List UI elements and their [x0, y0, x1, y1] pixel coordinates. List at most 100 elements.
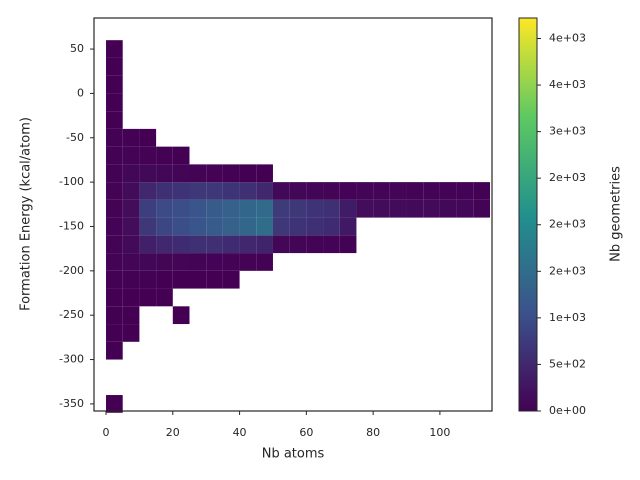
hist-cell: [123, 22, 140, 40]
hist-cell: [290, 324, 307, 342]
hist-cell: [106, 324, 123, 342]
colorbar-tick-label: 3e+03: [549, 125, 586, 138]
colorbar-label: Nb geometries: [609, 166, 624, 262]
hist-cell: [173, 377, 190, 395]
hist-cell: [173, 360, 190, 378]
hist-cell: [223, 306, 240, 324]
hist-cell: [122, 288, 140, 307]
hist-cell: [407, 377, 424, 395]
hist-cell: [172, 199, 190, 218]
hist-cell: [423, 289, 440, 307]
hist-cell: [340, 271, 357, 289]
hist-cell: [290, 289, 307, 307]
hist-cell: [223, 58, 240, 76]
hist-cell: [172, 146, 190, 165]
hist-cell: [240, 111, 257, 129]
hist-cell: [457, 76, 474, 94]
hist-cell: [156, 129, 173, 147]
hist-cell: [440, 22, 457, 40]
hist-cell: [340, 306, 357, 324]
hist-cell: [189, 235, 207, 254]
hist-cell: [356, 377, 373, 395]
hist-cell: [407, 289, 424, 307]
hist-cell: [106, 341, 123, 360]
hist-cell: [206, 253, 223, 271]
hist-cell: [323, 93, 340, 111]
hist-cell: [172, 164, 190, 183]
hist-cell: [339, 235, 357, 254]
hist-cell: [156, 164, 173, 183]
hist-cell: [389, 182, 407, 200]
y-tick-label: -150: [59, 219, 84, 232]
hist-cell: [139, 199, 157, 218]
hist-cell: [240, 40, 257, 58]
hist-cell: [106, 288, 123, 307]
hist-cell: [306, 342, 323, 360]
hist-cell: [156, 288, 173, 307]
x-tick-label: 100: [429, 426, 450, 439]
hist-cell: [323, 377, 340, 395]
hist-cell: [339, 217, 357, 236]
hist-cell: [239, 235, 257, 254]
hist-cell: [423, 164, 440, 182]
hist-cell: [122, 306, 140, 325]
hist-cell: [390, 129, 407, 147]
hist-cell: [139, 235, 157, 254]
hist-cell: [373, 253, 390, 271]
hist-cell: [306, 129, 323, 147]
hist-cell: [106, 235, 123, 254]
hist-cell: [239, 199, 257, 218]
hist-cell: [423, 395, 440, 413]
hist-cell: [106, 270, 123, 289]
hist-cell: [306, 360, 323, 378]
hist-cell: [356, 182, 374, 200]
hist-cell: [473, 40, 490, 58]
hist-cell: [373, 395, 390, 413]
hist-cell: [373, 147, 390, 165]
hist-cell: [407, 271, 424, 289]
hist-cell: [423, 111, 440, 129]
hist-cell: [106, 93, 123, 112]
hist-cell: [340, 324, 357, 342]
hist-cell: [139, 377, 156, 395]
hist-cell: [123, 40, 140, 58]
hist-cell: [189, 76, 206, 94]
hist-cell: [306, 199, 324, 218]
hist-cell: [423, 253, 440, 271]
hist-cell: [139, 270, 157, 289]
hist-cell: [173, 93, 190, 111]
hist-cell: [256, 342, 273, 360]
hist-cell: [323, 342, 340, 360]
hist-cell: [423, 40, 440, 58]
hist-cell: [273, 253, 290, 271]
hist-cell: [173, 111, 190, 129]
hist-cell: [407, 76, 424, 94]
hist-cell: [340, 129, 357, 147]
hist-cell: [373, 76, 390, 94]
hist-cell: [290, 58, 307, 76]
hist-cell: [290, 129, 307, 147]
hist-cell: [440, 306, 457, 324]
x-tick-label: 40: [233, 426, 247, 439]
hist-cell: [256, 147, 273, 165]
hist-cell: [122, 199, 140, 218]
hist-cell: [440, 271, 457, 289]
hist-cell: [373, 40, 390, 58]
hist-cell: [122, 253, 140, 271]
hist-cell: [189, 377, 206, 395]
hist-cell: [373, 342, 390, 360]
hist-cell: [189, 93, 206, 111]
hist-cell: [323, 217, 340, 236]
hist-cell: [440, 342, 457, 360]
hist-cell: [256, 199, 273, 218]
hist-cell: [156, 182, 173, 200]
hist-cell: [106, 395, 123, 413]
hist-cell: [423, 76, 440, 94]
hist-cell: [139, 342, 156, 360]
hist-cell: [123, 342, 140, 360]
hist-cell: [189, 22, 206, 40]
hist-cell: [273, 395, 290, 413]
hist-cell: [273, 93, 290, 111]
hist-cell: [156, 40, 173, 58]
hist-cell: [290, 271, 307, 289]
